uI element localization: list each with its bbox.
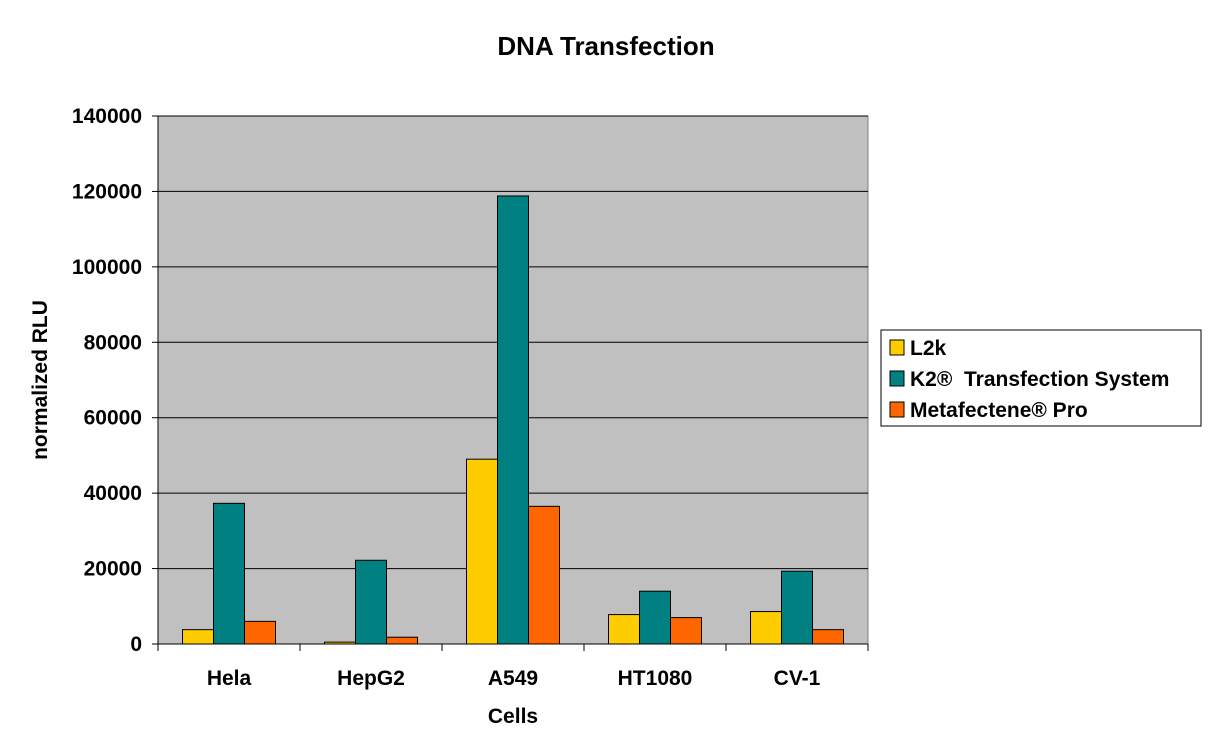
axes bbox=[152, 115, 869, 651]
y-tick-label: 20000 bbox=[84, 558, 142, 581]
legend-box bbox=[880, 329, 1202, 427]
x-tick-label: A549 bbox=[488, 667, 538, 690]
legend-swatch bbox=[889, 370, 905, 387]
bar-k2-hela bbox=[213, 502, 245, 645]
legend-swatch bbox=[889, 401, 905, 418]
y-tick-label: 140000 bbox=[72, 105, 142, 128]
legend: L2k K2® Transfection System Metafectene® P… bbox=[880, 329, 1202, 427]
bar-k2-cv-1 bbox=[781, 570, 813, 645]
bar-metafectene-a549 bbox=[528, 505, 560, 645]
y-tick-label: 60000 bbox=[84, 407, 142, 430]
y-tick-label: 0 bbox=[130, 633, 142, 656]
bar-l2k-ht1080 bbox=[608, 614, 640, 645]
bar-metafectene-ht1080 bbox=[670, 617, 702, 645]
y-axis-label: normalized RLU bbox=[29, 300, 52, 460]
bar-k2-ht1080 bbox=[639, 590, 671, 645]
x-axis-label: Cells bbox=[488, 705, 538, 728]
y-tick-label: 40000 bbox=[84, 482, 142, 505]
legend-label: Metafectene® Pro bbox=[910, 399, 1088, 422]
legend-label: K2® Transfection System bbox=[910, 368, 1169, 391]
x-tick-label: HepG2 bbox=[337, 667, 405, 690]
bar-metafectene-hepg2 bbox=[386, 636, 418, 645]
bar-k2-hepg2 bbox=[355, 559, 387, 645]
bar-k2-a549 bbox=[497, 195, 529, 645]
x-tick-label: Hela bbox=[207, 667, 252, 690]
y-tick-label: 100000 bbox=[72, 256, 142, 279]
chart-title: DNA Transfection bbox=[497, 31, 714, 61]
bar-metafectene-hela bbox=[244, 620, 276, 645]
bar-metafectene-cv-1 bbox=[812, 629, 844, 645]
y-tick-label: 80000 bbox=[84, 331, 142, 354]
bar-l2k-hela bbox=[182, 629, 214, 645]
legend-label: L2k bbox=[910, 337, 947, 360]
y-tick-labels: 0 20000 40000 60000 80000 100000 120000 140000 bbox=[72, 105, 142, 656]
bar-l2k-a549 bbox=[466, 458, 498, 645]
y-tick-label: 120000 bbox=[72, 180, 142, 203]
legend-swatch bbox=[889, 339, 905, 356]
x-tick-label: CV-1 bbox=[774, 667, 821, 690]
x-tick-label: HT1080 bbox=[618, 667, 693, 690]
x-tick-labels: Hela HepG2 A549 HT1080 CV-1 bbox=[207, 667, 821, 690]
bar-l2k-cv-1 bbox=[750, 611, 782, 645]
